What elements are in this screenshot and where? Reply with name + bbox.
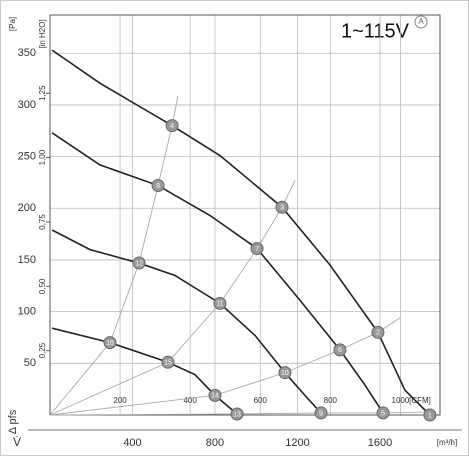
operating-point-label: 2 <box>376 330 380 337</box>
operating-point <box>278 366 292 380</box>
operating-point <box>151 179 165 193</box>
y2-tick-label: 1,00 <box>38 149 47 165</box>
chart-title: 1~115V <box>341 20 410 42</box>
operating-point-label: 7 <box>255 246 259 253</box>
y-tick-label: 50 <box>24 357 36 369</box>
operating-point-label: 8 <box>156 183 160 190</box>
plot-area <box>49 14 441 416</box>
x2-tick-label: 400 <box>183 396 197 405</box>
badge: A <box>418 17 424 26</box>
y-tick-label: 250 <box>18 151 36 163</box>
x2-tick-label: 600 <box>254 396 268 405</box>
x-tick-label: 1600 <box>368 437 392 449</box>
y2-tick-label: 0,50 <box>38 278 47 294</box>
operating-point <box>250 242 264 256</box>
operating-point <box>371 325 385 339</box>
operating-point <box>103 336 117 350</box>
operating-point <box>275 200 289 214</box>
operating-point <box>165 119 179 133</box>
operating-point <box>314 406 328 420</box>
y-unit: [Pa] <box>8 17 17 31</box>
y-tick-label: 300 <box>18 99 36 111</box>
operating-point-label: 4 <box>170 123 174 130</box>
operating-point-label: 12 <box>135 260 143 267</box>
y-tick-label: 150 <box>18 254 36 266</box>
operating-point-label: 6 <box>338 347 342 354</box>
operating-point-label: 14 <box>211 393 219 400</box>
operating-point <box>230 407 244 421</box>
y-tick-label: 350 <box>18 47 36 59</box>
x-unit: [m³/h] <box>437 438 457 447</box>
operating-point-label: 10 <box>281 370 289 377</box>
x2-tick-label: 800 <box>324 396 338 405</box>
x-tick-label: 800 <box>206 437 224 449</box>
y2-tick-label: 1,25 <box>38 85 47 101</box>
x-tick-label: 400 <box>123 437 141 449</box>
y-label: Δ pfs <box>7 409 19 434</box>
x2-tick-label: 1000 <box>392 396 410 405</box>
operating-point-label: 1 <box>428 412 432 419</box>
operating-point-label: 3 <box>280 205 284 212</box>
operating-point <box>376 406 390 420</box>
y-tick-label: 100 <box>18 306 36 318</box>
operating-point-label: 9 <box>319 410 323 417</box>
operating-point <box>333 343 347 357</box>
operating-point <box>423 408 437 422</box>
y-tick-label: 200 <box>18 202 36 214</box>
x2-tick-label: 200 <box>113 396 127 405</box>
x-tick-label: 1200 <box>285 437 309 449</box>
operating-point-label: 15 <box>164 360 172 367</box>
operating-point <box>132 256 146 270</box>
x2-unit: [CFM] <box>409 396 431 405</box>
operating-point-label: 5 <box>381 410 385 417</box>
operating-point <box>161 355 175 369</box>
operating-point-label: 16 <box>106 340 114 347</box>
badge-circle <box>414 15 428 29</box>
operating-point <box>213 296 227 310</box>
y2-tick-label: 0,75 <box>38 214 47 230</box>
operating-point-label: 11 <box>216 301 223 308</box>
y2-tick-label: 0,25 <box>38 342 47 358</box>
operating-point-label: 13 <box>233 411 241 418</box>
operating-point <box>208 388 222 402</box>
x-label: V̇ <box>13 435 21 449</box>
y2-unit: [in H2O] <box>38 19 47 48</box>
